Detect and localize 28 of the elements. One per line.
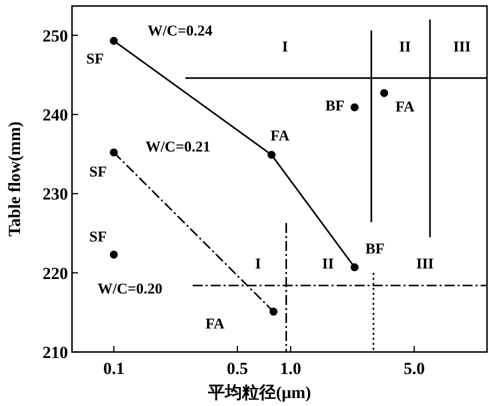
annotation: W/C=0.20 xyxy=(98,281,162,298)
y-tick-label: 250 xyxy=(42,26,68,46)
annotation: SF xyxy=(86,51,104,68)
annotation: BF xyxy=(325,98,345,114)
annotation: FA xyxy=(396,99,415,116)
y-tick-label: 220 xyxy=(42,264,68,283)
annotation: I xyxy=(282,39,288,56)
x-tick-label: 0.5 xyxy=(226,359,248,378)
annotation: FA xyxy=(206,316,225,332)
annotation: SF xyxy=(89,229,107,246)
annotation: III xyxy=(453,39,471,56)
x-axis-title: 平均粒径(μm) xyxy=(206,383,312,402)
annotation: SF xyxy=(89,164,107,180)
x-tick-label: 5.0 xyxy=(404,359,425,378)
y-tick-label: 210 xyxy=(42,343,68,362)
annotation: III xyxy=(416,256,434,272)
annotation: II xyxy=(322,256,334,272)
y-axis-title: Table flow(mm) xyxy=(5,121,24,237)
x-tick-label: 0.1 xyxy=(103,359,124,378)
annotation: W/C=0.21 xyxy=(146,139,210,156)
annotation: FA xyxy=(270,128,290,144)
annotation: I xyxy=(255,256,262,272)
y-tick-label: 240 xyxy=(42,105,68,124)
y-tick-label: 230 xyxy=(42,184,68,204)
annotation: BF xyxy=(365,241,385,258)
annotation: II xyxy=(399,39,411,56)
x-tick-label: 1.0 xyxy=(280,359,302,378)
annotation: W/C=0.24 xyxy=(148,23,213,40)
